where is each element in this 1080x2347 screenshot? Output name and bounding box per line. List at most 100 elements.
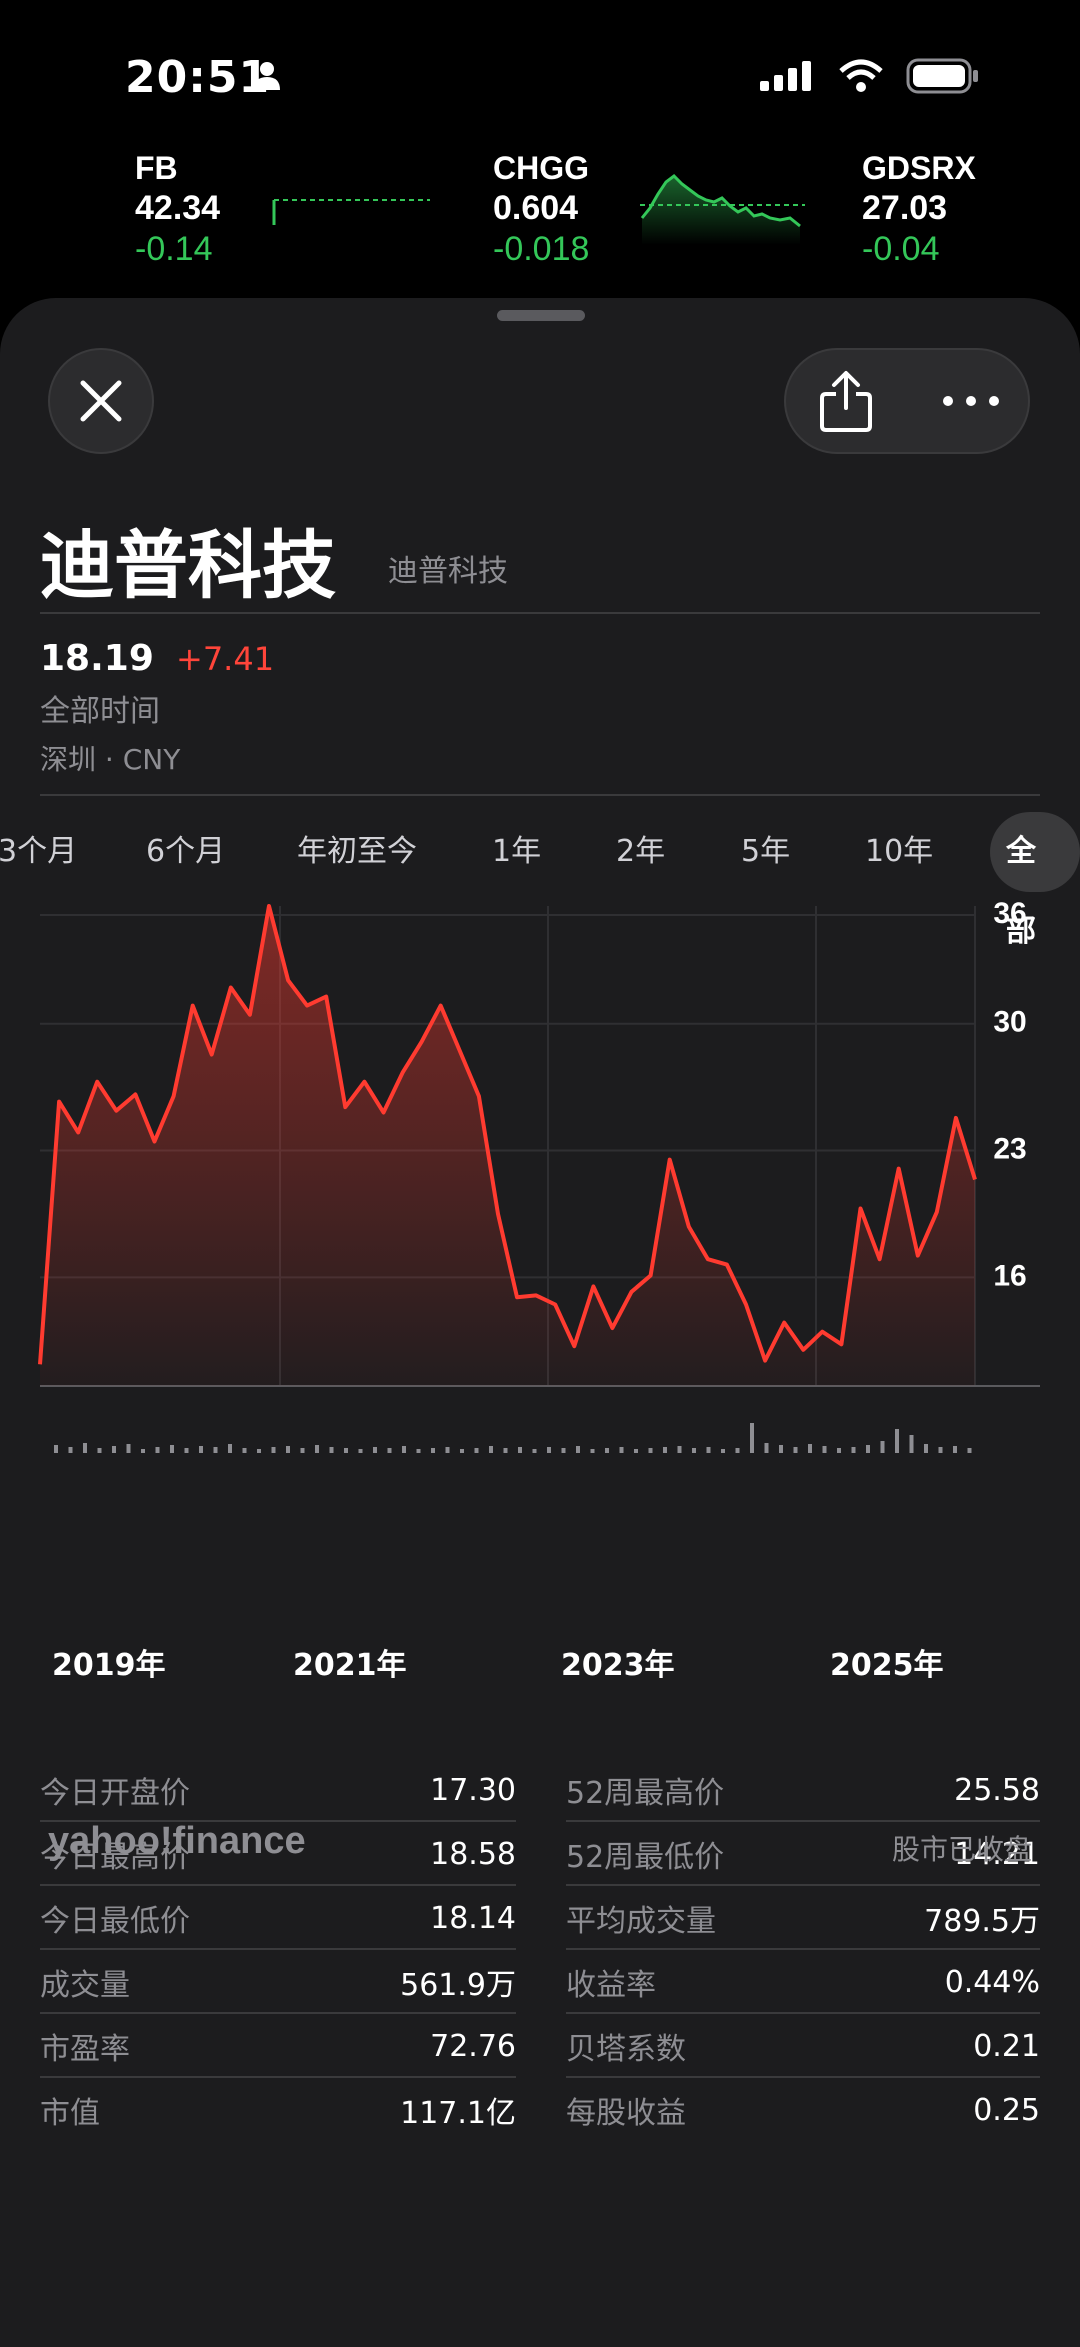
volume-bar <box>271 1447 276 1453</box>
volume-bar <box>619 1447 624 1453</box>
y-tick-label: 16 <box>993 1259 1026 1292</box>
ticker-symbol: CHGG <box>493 150 589 186</box>
wifi-icon <box>839 59 883 92</box>
volume-bar <box>445 1447 450 1453</box>
stat-label: 平均成交量 <box>566 1904 716 1939</box>
volume-bar <box>54 1445 58 1453</box>
volume-bar <box>837 1448 841 1453</box>
volume-bar <box>953 1446 957 1453</box>
share-icon[interactable] <box>814 368 878 434</box>
status-bar: 20:51 <box>0 0 1080 140</box>
more-options-icon[interactable] <box>936 368 1006 434</box>
stat-label: 市盈率 <box>40 2032 130 2067</box>
stat-row: 今日开盘价 17.30 <box>40 1758 516 1822</box>
volume-bar <box>750 1423 754 1453</box>
x-tick-label: 2025年 <box>830 1648 944 1683</box>
volume-bar <box>300 1448 305 1453</box>
divider <box>566 2076 1040 2078</box>
sheet-grabber[interactable] <box>497 310 585 321</box>
range-all[interactable]: 全部 <box>990 812 1080 949</box>
volume-bar <box>677 1446 682 1453</box>
ticker-item[interactable]: GDSRX 27.03 -0.04 <box>862 150 976 269</box>
stat-value: 0.21 <box>973 2028 1040 2064</box>
volume-bar <box>170 1445 174 1453</box>
volume-bar <box>518 1447 522 1453</box>
close-icon <box>80 380 122 422</box>
stat-label: 今日开盘价 <box>40 1776 190 1811</box>
volume-bar <box>692 1448 696 1453</box>
volume-bar <box>735 1448 740 1453</box>
ticker-strip[interactable]: FB 42.34 -0.14 CHGG 0.604 -0.018 GDSRX 2… <box>0 150 1080 280</box>
stock-name: 迪普科技 <box>40 523 336 609</box>
volume-bar <box>634 1449 638 1453</box>
range-10y[interactable]: 10年 <box>865 834 934 869</box>
y-tick-label: 36 <box>993 898 1026 930</box>
volume-bar <box>822 1446 827 1453</box>
volume-bar <box>866 1445 870 1453</box>
ticker-price: 42.34 <box>135 189 221 227</box>
volume-bar <box>257 1449 261 1453</box>
yahoo-finance-logo[interactable]: yahoo!finance <box>48 1820 306 1862</box>
range-5y[interactable]: 5年 <box>741 834 791 869</box>
volume-bar <box>576 1446 580 1453</box>
volume-bar <box>851 1447 856 1453</box>
period-label: 全部时间 <box>40 694 160 729</box>
price-chart[interactable]: 36 30 23 16 <box>0 898 1080 1458</box>
volume-bar <box>68 1447 73 1453</box>
volume-bar <box>213 1447 218 1453</box>
ticker-change: -0.14 <box>135 230 213 268</box>
volume-bar <box>532 1449 537 1453</box>
stat-value: 789.5万 <box>924 1904 1040 1939</box>
volume-bar <box>721 1449 725 1453</box>
volume-bar <box>895 1429 899 1453</box>
volume-bar <box>489 1446 493 1453</box>
range-2y[interactable]: 2年 <box>616 834 666 869</box>
range-3m[interactable]: 3个月 <box>0 834 78 869</box>
ticker-change: -0.04 <box>862 230 940 268</box>
stat-row: 市值 117.1亿 <box>40 2078 516 2142</box>
volume-bar <box>416 1449 421 1453</box>
stat-label: 今日最低价 <box>40 1904 190 1939</box>
volume-bar <box>663 1447 667 1453</box>
volume-bar <box>967 1448 972 1453</box>
stat-value: 0.25 <box>973 2092 1040 2128</box>
stat-label: 收益率 <box>566 1968 656 2003</box>
range-1y[interactable]: 1年 <box>492 834 542 869</box>
volume-bar <box>605 1448 609 1453</box>
ticker-change: -0.018 <box>493 230 590 268</box>
volume-bar <box>112 1446 116 1453</box>
divider <box>40 2076 516 2078</box>
ticker-symbol: FB <box>135 150 178 186</box>
volume-bar <box>228 1444 232 1453</box>
stat-row: 贝塔系数 0.21 <box>566 2014 1040 2078</box>
volume-bar <box>706 1447 711 1453</box>
stat-value: 72.76 <box>430 2028 516 2064</box>
stat-value: 14.21 <box>954 1836 1040 1872</box>
close-button[interactable] <box>48 348 154 454</box>
stock-detail-sheet: 迪普科技 迪普科技 18.19 +7.41 全部时间 深圳 · CNY 3个月 … <box>0 298 1080 2347</box>
range-selector: 3个月 6个月 年初至今 1年 2年 5年 10年 全部 <box>0 812 1080 949</box>
stat-value: 18.58 <box>430 1836 516 1872</box>
volume-bar <box>924 1444 928 1453</box>
volume-bar <box>590 1449 595 1453</box>
stat-row: 每股收益 0.25 <box>566 2078 1040 2142</box>
x-tick-label: 2023年 <box>561 1648 675 1683</box>
volume-bar <box>764 1443 769 1453</box>
volume-bar <box>97 1448 102 1453</box>
volume-bar <box>387 1448 392 1453</box>
ticker-item[interactable]: CHGG 0.604 -0.018 <box>493 150 589 269</box>
ticker-price: 27.03 <box>862 189 948 227</box>
chart-x-axis: 2019年 2021年 2023年 2025年 <box>0 1640 1080 1690</box>
divider <box>40 1948 516 1950</box>
volume-bar <box>242 1448 247 1453</box>
divider <box>566 1884 1040 1886</box>
y-tick-label: 23 <box>993 1133 1026 1166</box>
status-time: 20:51 <box>125 52 271 103</box>
range-6m[interactable]: 6个月 <box>146 834 226 869</box>
x-tick-label: 2021年 <box>293 1648 407 1683</box>
range-ytd[interactable]: 年初至今 <box>297 834 417 869</box>
divider <box>40 794 1040 796</box>
volume-bar <box>808 1444 812 1453</box>
ticker-sparkline <box>272 199 430 225</box>
ticker-item[interactable]: FB 42.34 -0.14 <box>135 150 220 269</box>
